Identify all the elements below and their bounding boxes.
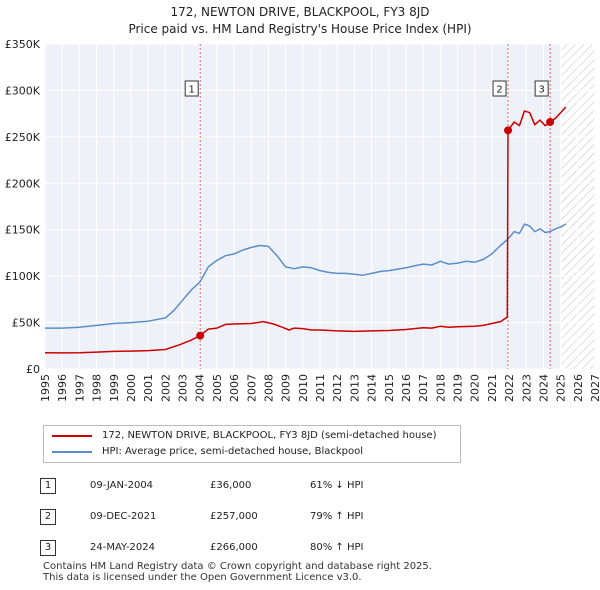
x-tick-label: 2001 <box>142 374 155 402</box>
sale-date: 24-MAY-2024 <box>90 542 156 553</box>
x-tick-label: 2015 <box>383 374 396 402</box>
sale-label-box <box>184 80 199 97</box>
transactions-table: 1 09-JAN-2004 £36,000 61% ↓ HPI 2 09-DEC… <box>40 470 363 563</box>
chart-title: 172, NEWTON DRIVE, BLACKPOOL, FY3 8JD Pr… <box>0 4 600 38</box>
sale-hpi-comparison: 80% ↑ HPI <box>310 542 364 553</box>
y-tick-label: £200K <box>5 177 41 190</box>
x-tick-label: 2016 <box>400 374 413 402</box>
x-tick-label: 2013 <box>348 374 361 402</box>
x-tick-label: 2011 <box>314 374 327 402</box>
x-tick-label: 1996 <box>56 374 69 402</box>
sale-label-box <box>534 80 549 97</box>
x-tick-label: 1997 <box>73 374 86 402</box>
x-tick-label: 2007 <box>245 374 258 402</box>
y-tick-label: £50K <box>12 317 41 330</box>
sale-point <box>546 118 555 126</box>
sale-date: 09-DEC-2021 <box>90 511 157 522</box>
y-tick-label: £0 <box>26 363 40 376</box>
legend-label-hpi: HPI: Average price, semi-detached house,… <box>102 446 364 457</box>
x-tick-label: 2012 <box>331 374 344 402</box>
table-row: 1 09-JAN-2004 £36,000 61% ↓ HPI <box>40 470 363 501</box>
table-row: 2 09-DEC-2021 £257,000 79% ↑ HPI <box>40 501 363 532</box>
x-tick-label: 1995 <box>39 374 52 402</box>
x-tick-label: 2025 <box>555 374 568 402</box>
legend-swatch-property <box>52 435 92 437</box>
x-tick-label: 2020 <box>469 374 482 402</box>
footer-licence: This data is licensed under the Open Gov… <box>43 572 362 583</box>
x-tick-label: 2027 <box>589 374 600 402</box>
y-tick-label: £150K <box>5 224 41 237</box>
hpi-line <box>45 223 567 329</box>
x-tick-label: 2021 <box>486 374 499 402</box>
y-tick-label: £100K <box>5 270 41 283</box>
title-line-2: Price paid vs. HM Land Registry's House … <box>128 22 472 36</box>
legend: 172, NEWTON DRIVE, BLACKPOOL, FY3 8JD (s… <box>43 425 461 463</box>
sale-number-badge: 1 <box>40 477 56 494</box>
sale-hpi-comparison: 61% ↓ HPI <box>310 480 364 491</box>
x-tick-label: 2023 <box>520 374 533 402</box>
price-chart: £0 £50K £100K £150K £200K £250K £300K £350K 1995… <box>5 38 600 402</box>
y-tick-label: £250K <box>5 131 41 144</box>
x-tick-label: 2017 <box>417 374 430 402</box>
x-tick-label: 2005 <box>211 374 224 402</box>
x-tick-label: 1998 <box>91 374 104 402</box>
table-row: 3 24-MAY-2024 £266,000 80% ↑ HPI <box>40 532 363 563</box>
legend-swatch-hpi <box>52 451 92 453</box>
x-tick-label: 1999 <box>108 374 121 402</box>
x-tick-label: 2019 <box>452 374 465 402</box>
sale-point <box>504 126 513 135</box>
sale-label: 1 <box>189 85 195 96</box>
x-tick-label: 2002 <box>159 374 172 402</box>
sale-number-badge: 2 <box>40 508 56 525</box>
sale-label-box <box>492 80 507 97</box>
x-tick-label: 2009 <box>280 374 293 402</box>
x-tick-label: 2000 <box>125 374 138 402</box>
x-tick-label: 2004 <box>194 374 207 402</box>
x-tick-label: 2022 <box>503 374 516 402</box>
x-tick-label: 2003 <box>177 374 190 402</box>
x-tick-label: 2010 <box>297 374 310 402</box>
footer-copyright: Contains HM Land Registry data © Crown c… <box>43 561 432 572</box>
sale-label: 3 <box>538 85 544 96</box>
sale-price: £36,000 <box>210 480 252 491</box>
sale-price: £257,000 <box>210 511 258 522</box>
x-tick-label: 2008 <box>262 374 275 402</box>
x-tick-label: 2006 <box>228 374 241 402</box>
x-tick-label: 2024 <box>537 374 550 402</box>
sale-label: 2 <box>496 85 502 96</box>
sale-price: £266,000 <box>210 542 258 553</box>
legend-label-property: 172, NEWTON DRIVE, BLACKPOOL, FY3 8JD (s… <box>102 430 437 441</box>
y-tick-label: £350K <box>5 38 41 51</box>
title-line-1: 172, NEWTON DRIVE, BLACKPOOL, FY3 8JD <box>170 5 430 19</box>
footer: Contains HM Land Registry data © Crown c… <box>43 561 432 583</box>
sale-hpi-comparison: 79% ↑ HPI <box>310 511 364 522</box>
property-price-line <box>44 106 567 354</box>
x-tick-label: 2014 <box>366 374 379 402</box>
sale-point <box>196 331 205 340</box>
sale-date: 09-JAN-2004 <box>90 480 154 491</box>
y-tick-label: £300K <box>5 84 41 97</box>
x-tick-label: 2018 <box>434 374 447 402</box>
sale-number-badge: 3 <box>40 539 56 556</box>
x-tick-label: 2026 <box>572 374 585 402</box>
